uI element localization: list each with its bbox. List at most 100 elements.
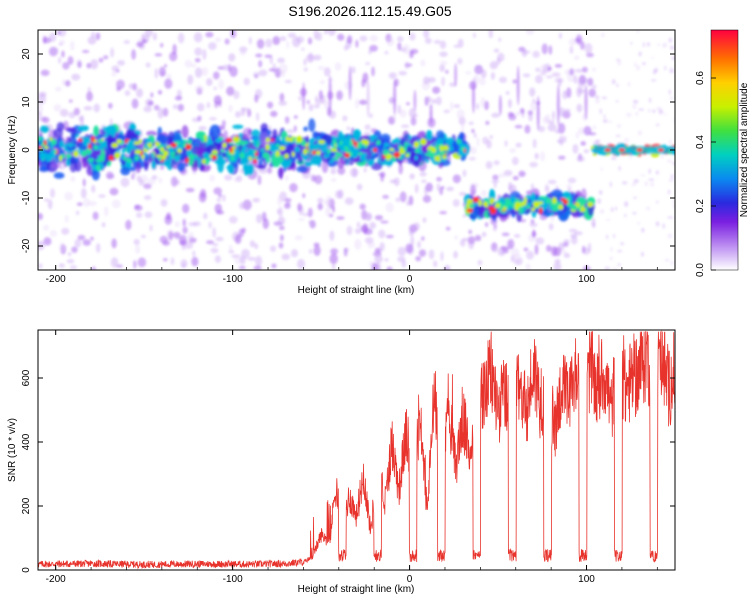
spectrogram-cell xyxy=(59,140,65,148)
spectrogram-cell xyxy=(166,212,172,221)
spectrogram-cell xyxy=(76,202,83,206)
spectrogram-cell xyxy=(173,231,181,239)
spectrogram-cell xyxy=(200,188,207,199)
spectrogram-cell xyxy=(401,124,410,128)
spectrogram-cell xyxy=(540,64,548,70)
spectrogram-cell xyxy=(38,136,42,142)
spectrogram-cell xyxy=(453,104,461,108)
spectrogram-cell xyxy=(413,141,420,148)
spectrogram-cell xyxy=(458,191,467,196)
spectrogram-cell xyxy=(289,137,293,143)
spectrogram-cell xyxy=(650,182,655,187)
spectrogram-cell xyxy=(372,266,381,270)
y-tick-label: 0 xyxy=(21,567,32,573)
spectrogram-cell xyxy=(317,203,323,211)
spectrogram-cell xyxy=(510,196,516,204)
spectrogram-cell xyxy=(458,142,464,148)
spectrogram-cell xyxy=(86,91,93,102)
spectrogram-cell xyxy=(481,231,487,237)
spectrogram-cell xyxy=(161,155,167,160)
spectrogram-cell xyxy=(223,64,228,71)
spectrogram-cell xyxy=(516,65,520,106)
spectrogram-cell xyxy=(253,265,262,270)
spectrogram-cell xyxy=(386,36,395,47)
spectrogram-cell xyxy=(482,201,488,207)
spectrogram-cell xyxy=(154,53,163,57)
spectrogram-cell xyxy=(385,202,394,213)
spectrogram-cell xyxy=(442,144,449,151)
spectrogram-cell xyxy=(91,31,96,38)
colorbar-tick-label: 0.0 xyxy=(695,263,706,277)
spectrogram-cell xyxy=(308,118,316,132)
spectrogram-cell xyxy=(134,155,140,161)
spectrogram-cell xyxy=(108,155,114,161)
spectrogram-cell xyxy=(668,178,674,183)
spectrogram-cell xyxy=(647,108,651,113)
spectrogram-cell xyxy=(425,96,432,103)
spectrogram-cell xyxy=(134,204,140,209)
x-tick-label: 0 xyxy=(407,274,413,285)
spectrogram-cell xyxy=(664,258,670,262)
spectrogram-cell xyxy=(542,116,549,124)
spectrogram-cell xyxy=(68,99,73,103)
spectrogram-y-label: Frequency (Hz) xyxy=(7,116,18,185)
spectrogram-cell xyxy=(125,219,132,231)
spectrogram-cell xyxy=(374,255,383,263)
spectrogram-cell xyxy=(90,148,100,159)
spectrogram-cell xyxy=(598,190,603,195)
spectrogram-cell xyxy=(91,168,100,181)
spectrogram-cell xyxy=(194,58,201,63)
spectrogram-cell xyxy=(201,136,206,143)
spectrogram-cell xyxy=(218,193,223,198)
spectrogram-cell xyxy=(540,151,545,162)
spectrogram-cell xyxy=(439,40,447,49)
spectrogram-cell xyxy=(535,74,543,84)
spectrogram-cell xyxy=(38,263,43,269)
y-tick-label: 600 xyxy=(21,369,32,386)
spectrogram-cell xyxy=(141,154,145,159)
spectrogram-cell xyxy=(412,113,419,118)
spectrogram-cell xyxy=(64,214,69,224)
snr-plot-area xyxy=(38,330,675,570)
spectrogram-cell xyxy=(535,67,541,73)
spectrogram-cell xyxy=(265,38,273,48)
spectrogram-cell xyxy=(253,71,260,78)
spectrogram-cell xyxy=(657,148,664,152)
spectrogram-cell xyxy=(143,106,152,113)
spectrogram-cell xyxy=(134,149,142,155)
spectrogram-cell xyxy=(670,173,674,180)
spectrogram-cell xyxy=(337,166,346,175)
spectrogram-cell xyxy=(158,177,163,184)
spectrogram-cell xyxy=(344,197,354,205)
spectrogram-cell xyxy=(294,235,303,241)
spectrogram-cell xyxy=(489,61,499,70)
spectrogram-cell xyxy=(143,195,152,200)
spectrogram-cell xyxy=(313,242,320,247)
spectrogram-cell xyxy=(67,56,74,65)
spectrogram-cell xyxy=(70,40,75,51)
x-tick-label: -100 xyxy=(223,274,243,285)
x-tick-label: 100 xyxy=(578,574,595,585)
spectrogram-cell xyxy=(376,139,381,146)
spectrogram-cell xyxy=(422,195,432,203)
spectrogram-cell xyxy=(90,59,99,70)
spectrogram-cell xyxy=(428,76,436,83)
spectrogram-cell xyxy=(371,66,375,77)
spectrogram-cell xyxy=(357,151,363,156)
spectrogram-cell xyxy=(296,36,305,44)
spectrogram-cell xyxy=(493,224,497,229)
spectrogram-cell xyxy=(629,155,633,159)
spectrogram-cell xyxy=(406,145,412,150)
spectrogram-cell xyxy=(38,93,47,105)
spectrogram-cell xyxy=(111,199,121,209)
spectrogram-cell xyxy=(213,86,217,91)
spectrogram-cell xyxy=(366,213,373,220)
spectrogram-cell xyxy=(404,61,410,69)
spectrogram-cell xyxy=(286,129,295,134)
spectrogram-cell xyxy=(208,221,212,229)
spectrogram-cell xyxy=(278,100,287,106)
spectrogram-cell xyxy=(343,248,348,257)
spectrogram-cell xyxy=(555,203,559,210)
spectrogram-cell xyxy=(80,187,87,199)
